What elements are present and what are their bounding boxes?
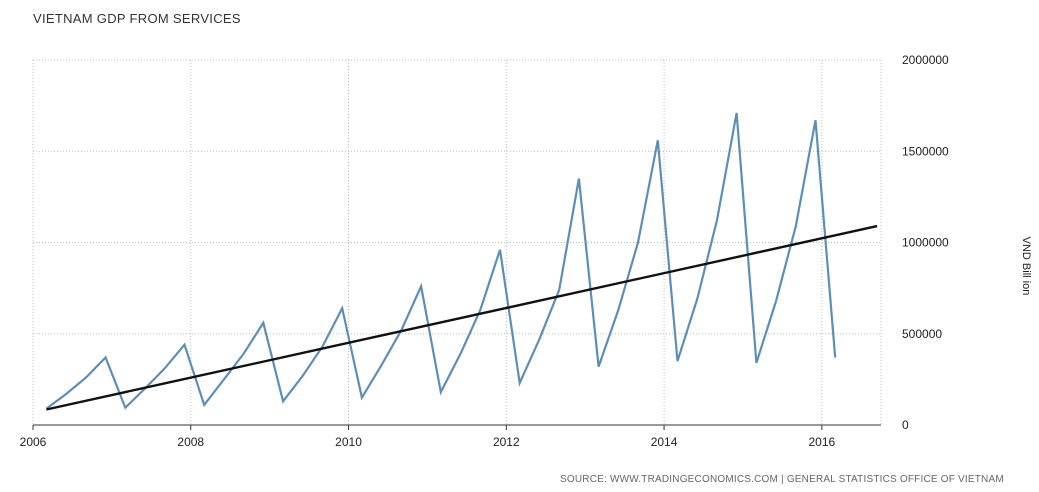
source-note: SOURCE: WWW.TRADINGECONOMICS.COM | GENER…: [560, 474, 1004, 485]
x-axis-ticks: 2006 2008 2010 2012 2014 2016: [20, 425, 836, 449]
y-tick-label-1: 500000: [902, 327, 942, 341]
x-tick-label-5: 2016: [808, 435, 835, 449]
x-tick-label-3: 2012: [493, 435, 520, 449]
y-tick-label-2: 1000000: [902, 236, 949, 250]
grid: [32, 59, 882, 426]
y-tick-label-3: 1500000: [902, 144, 949, 158]
y-axis-ticks: 0 500000 1000000 1500000 2000000: [902, 53, 949, 432]
series-layer: [45, 112, 878, 411]
x-tick-label-4: 2014: [651, 435, 678, 449]
series-line-gdp: [45, 112, 837, 410]
x-tick-label-2: 2010: [335, 435, 362, 449]
y-axis-label: VND Bill ion: [1020, 237, 1032, 296]
y-tick-label-0: 0: [902, 418, 909, 432]
y-tick-label-4: 2000000: [902, 53, 949, 67]
x-tick-label-0: 2006: [20, 435, 47, 449]
trend-line: [46, 224, 878, 411]
chart-title: VIETNAM GDP FROM SERVICES: [33, 11, 241, 26]
x-tick-label-1: 2008: [177, 435, 204, 449]
